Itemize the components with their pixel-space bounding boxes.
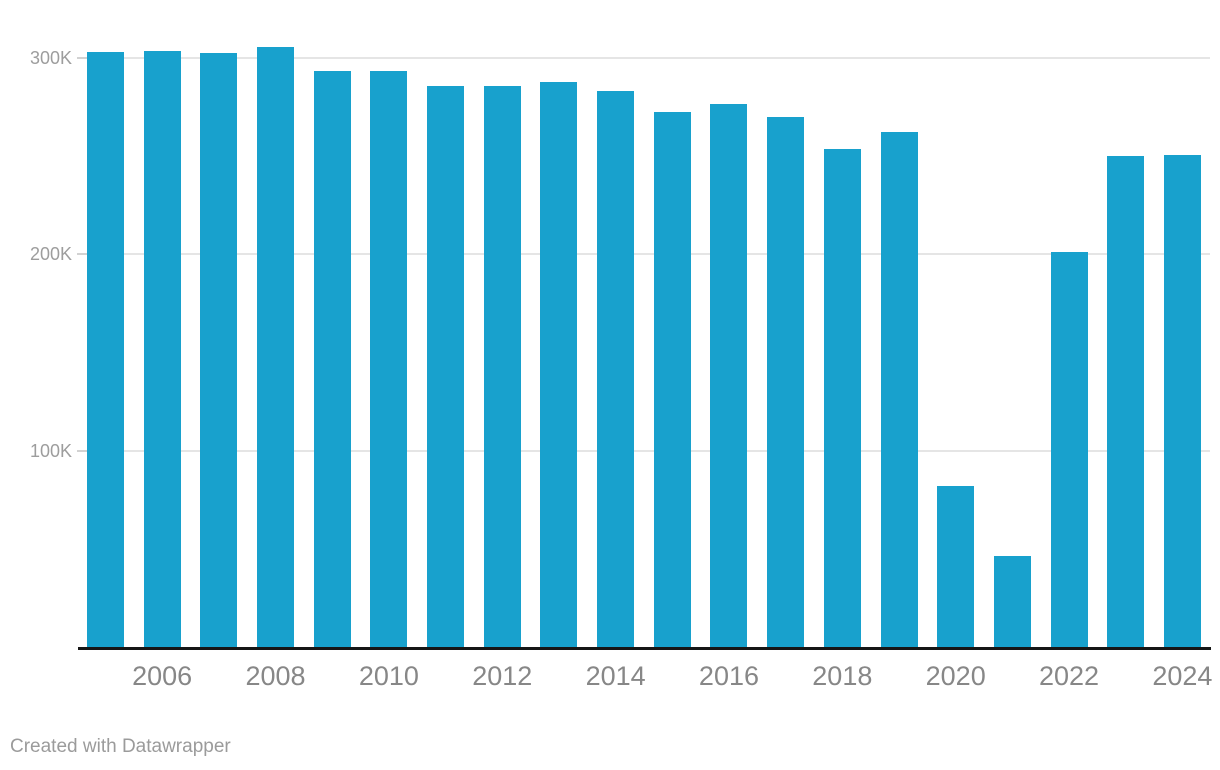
y-axis-tick-300k xyxy=(77,56,87,59)
x-axis-tick-label-2022: 2022 xyxy=(1039,661,1100,691)
bar-2019[interactable] xyxy=(880,132,918,647)
y-axis-tick-label-300k: 300K xyxy=(29,47,72,68)
x-axis-line xyxy=(78,647,1211,650)
bar-2009[interactable] xyxy=(313,71,351,647)
bar-2011[interactable] xyxy=(427,85,465,647)
bar-2022[interactable] xyxy=(1050,252,1088,647)
bar-2024[interactable] xyxy=(1163,154,1201,647)
gridline-100k xyxy=(77,449,1210,452)
bar-2007[interactable] xyxy=(200,52,238,647)
gridline-300k xyxy=(77,56,1210,59)
bar-2015[interactable] xyxy=(653,111,691,647)
gridline-200k xyxy=(77,253,1210,255)
bar-2016[interactable] xyxy=(710,103,748,647)
bar-2010[interactable] xyxy=(370,71,408,647)
x-axis-tick-label-2016: 2016 xyxy=(698,661,759,691)
y-axis-tick-100k xyxy=(77,449,87,452)
bar-2008[interactable] xyxy=(257,46,295,647)
x-axis-tick-label-2010: 2010 xyxy=(358,661,419,691)
bar-2020[interactable] xyxy=(937,485,975,647)
x-axis-tick-label-2020: 2020 xyxy=(925,661,986,691)
x-axis-tick-label-2024: 2024 xyxy=(1152,661,1213,691)
x-axis-tick-label-2008: 2008 xyxy=(245,661,306,691)
bar-2023[interactable] xyxy=(1107,155,1145,647)
y-axis-tick-200k xyxy=(77,253,87,255)
y-axis-tick-label-200k: 200K xyxy=(29,244,72,264)
bar-2018[interactable] xyxy=(823,148,861,647)
bar-2012[interactable] xyxy=(483,85,521,647)
x-axis-tick-label-2018: 2018 xyxy=(812,661,873,691)
bar-2005[interactable] xyxy=(87,51,124,647)
bar-2021[interactable] xyxy=(993,555,1031,647)
x-axis-tick-label-2012: 2012 xyxy=(472,661,533,691)
bar-2013[interactable] xyxy=(540,82,578,647)
y-axis-tick-label-100k: 100K xyxy=(29,440,72,461)
bar-2014[interactable] xyxy=(597,90,635,647)
x-axis-tick-label-2014: 2014 xyxy=(585,661,646,691)
bar-2017[interactable] xyxy=(767,117,805,647)
bar-2006[interactable] xyxy=(143,50,181,647)
datawrapper-credit-link[interactable]: Created with Datawrapper xyxy=(10,736,231,757)
x-axis-tick-label-2006: 2006 xyxy=(132,661,193,691)
